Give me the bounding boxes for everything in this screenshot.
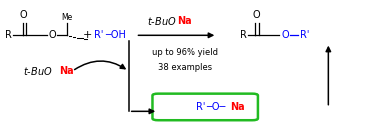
Text: Na: Na xyxy=(230,102,244,112)
Text: R: R xyxy=(240,30,247,40)
Text: ─O─: ─O─ xyxy=(206,102,225,112)
Text: O: O xyxy=(252,10,260,20)
Text: ─OH: ─OH xyxy=(105,30,126,40)
Text: O: O xyxy=(20,10,28,20)
Text: $t$-BuO: $t$-BuO xyxy=(147,15,177,27)
FancyBboxPatch shape xyxy=(152,94,258,120)
Text: R': R' xyxy=(94,30,104,40)
Text: R: R xyxy=(5,30,12,40)
Text: up to 96% yield: up to 96% yield xyxy=(152,48,218,57)
Text: Na: Na xyxy=(59,66,74,76)
Text: +: + xyxy=(83,30,92,40)
Text: Na: Na xyxy=(177,16,192,26)
Text: O: O xyxy=(281,30,289,40)
Text: Me: Me xyxy=(61,13,72,22)
Text: $t$-BuO: $t$-BuO xyxy=(23,65,53,77)
Text: O: O xyxy=(49,30,57,40)
Text: R': R' xyxy=(196,102,205,112)
Text: 38 examples: 38 examples xyxy=(158,63,212,72)
Text: R': R' xyxy=(300,30,310,40)
